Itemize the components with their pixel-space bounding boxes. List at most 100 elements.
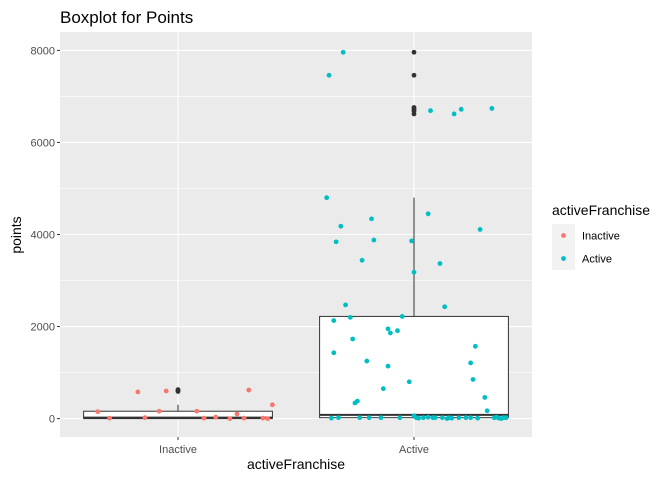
legend-entries: Inactive Active (552, 224, 620, 270)
data-point (468, 360, 474, 366)
data-point (241, 415, 247, 421)
data-point (201, 415, 207, 421)
outlier-point (175, 387, 181, 392)
data-point (343, 302, 348, 308)
data-point (270, 402, 275, 408)
data-point (324, 195, 330, 201)
data-point (326, 72, 332, 78)
data-point (347, 314, 353, 320)
boxplots (83, 49, 509, 420)
data-point (425, 414, 431, 420)
y-tick-label: 0 (49, 414, 55, 426)
data-point (213, 414, 219, 420)
points-active (324, 49, 509, 421)
data-point (439, 415, 445, 421)
data-point (265, 416, 271, 421)
outlier-point (411, 105, 417, 110)
legend-marker (561, 256, 566, 261)
legend-title: activeFranchise (552, 202, 650, 218)
y-tick-label: 8000 (31, 45, 55, 57)
y-axis-title: points (8, 216, 24, 253)
data-point (95, 409, 101, 415)
data-point (369, 216, 374, 222)
data-point (333, 239, 339, 245)
chart-title: Boxplot for Points (60, 8, 193, 27)
data-point (397, 415, 403, 421)
data-point (227, 416, 233, 421)
data-point (503, 415, 509, 421)
data-point (364, 358, 370, 364)
data-point (470, 377, 476, 382)
data-point (359, 257, 365, 263)
legend-entry-inactive: Inactive (552, 224, 620, 247)
y-tick-label: 6000 (31, 137, 55, 149)
data-point (380, 386, 386, 392)
data-point (475, 415, 481, 421)
legend-label: Active (582, 254, 612, 266)
data-point (357, 415, 363, 421)
data-point (409, 238, 415, 244)
data-point (411, 413, 417, 419)
x-tick-label: Inactive (159, 444, 197, 456)
data-point (411, 269, 417, 275)
data-point (444, 416, 450, 421)
jitter-points (95, 49, 509, 421)
data-point (366, 415, 372, 421)
outlier-point (411, 49, 417, 55)
data-point (451, 111, 457, 117)
data-point (456, 415, 462, 421)
legend-label: Inactive (582, 231, 620, 243)
y-tick-label: 4000 (31, 230, 55, 242)
data-point (472, 343, 478, 349)
data-point (425, 211, 431, 217)
data-point (350, 336, 356, 342)
data-point (458, 106, 464, 112)
data-point (416, 415, 422, 421)
data-point (442, 304, 448, 310)
data-point (484, 408, 490, 414)
data-point (463, 415, 469, 421)
data-point (489, 105, 495, 111)
data-point (406, 379, 412, 385)
data-point (260, 415, 266, 421)
data-point (395, 328, 400, 334)
data-point (371, 237, 377, 243)
axes: 0 2000 4000 6000 8000 Inactive Active (31, 45, 429, 456)
box-iqr (319, 315, 509, 419)
outlier-point (411, 72, 417, 78)
data-point (494, 414, 499, 420)
data-point (331, 318, 337, 323)
x-tick-label: Active (399, 444, 429, 456)
data-point (163, 388, 169, 394)
legend-entry-active: Active (552, 247, 612, 270)
data-point (156, 408, 162, 414)
data-point (385, 363, 391, 369)
legend-marker (561, 233, 566, 238)
data-point (194, 408, 200, 414)
data-point (477, 227, 483, 232)
x-axis-title: activeFranchise (247, 456, 345, 472)
data-point (428, 108, 433, 114)
boxplot-inactive (83, 387, 273, 420)
data-point (468, 415, 474, 421)
data-point (399, 314, 405, 319)
boxplot-active (319, 49, 509, 419)
data-point (234, 411, 240, 417)
data-point (449, 415, 455, 421)
data-point (430, 415, 436, 421)
data-point (338, 223, 344, 229)
data-point (437, 261, 443, 266)
data-point (135, 389, 141, 395)
data-point (354, 398, 360, 404)
data-point (385, 326, 391, 332)
data-point (142, 415, 148, 421)
data-point (107, 415, 112, 421)
data-point (421, 415, 426, 421)
data-point (331, 350, 337, 356)
data-point (329, 415, 334, 421)
data-point (336, 415, 341, 421)
data-point (388, 330, 393, 336)
points-inactive (95, 387, 275, 421)
data-point (482, 395, 488, 400)
